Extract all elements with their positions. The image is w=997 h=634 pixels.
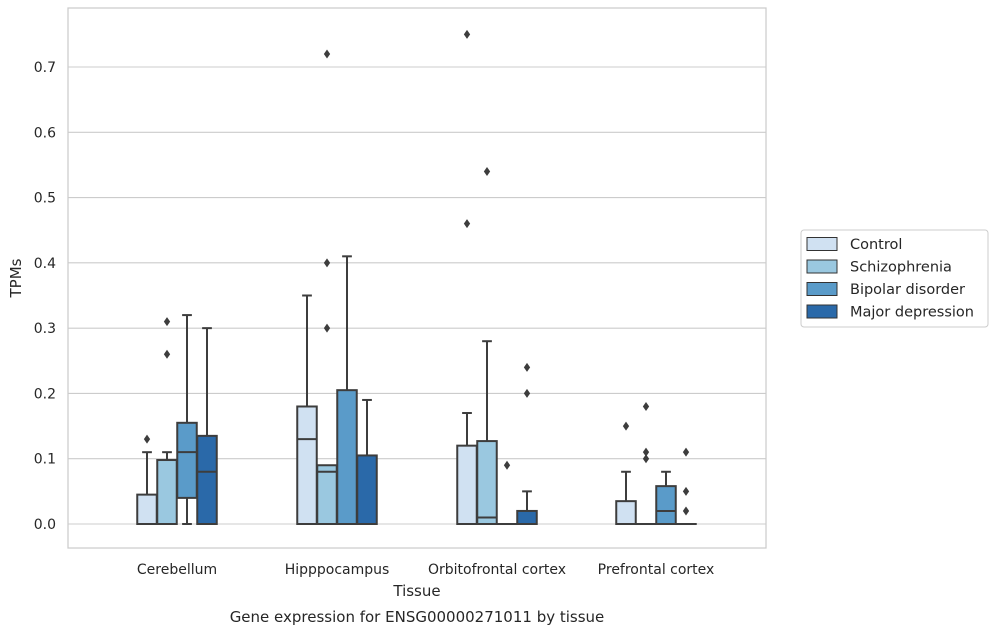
y-tick-label: 0.1 <box>34 452 56 468</box>
y-tick-label: 0.0 <box>34 517 56 533</box>
box <box>336 389 358 525</box>
box-0-3 <box>615 421 637 525</box>
outlier-marker <box>463 219 471 229</box>
legend-swatch <box>806 304 838 319</box>
outlier-marker <box>483 166 491 176</box>
outlier-marker <box>323 323 331 333</box>
y-tick-label: 0.3 <box>34 321 56 337</box>
y-tick-label: 0.5 <box>34 191 56 207</box>
box <box>296 405 318 525</box>
legend-label: Schizophrenia <box>850 260 952 276</box>
box <box>176 421 198 499</box>
box-3-2 <box>516 362 538 526</box>
outlier-marker <box>463 29 471 39</box>
outlier-marker <box>163 349 171 359</box>
outlier-marker <box>682 447 690 457</box>
x-tick-labels: Cerebellum Hipppocampus Orbitofrontal cort… <box>137 562 714 578</box>
legend-frame <box>800 229 989 328</box>
y-tick-labels: 0.0 0.1 0.2 0.3 0.4 0.5 0.6 0.7 <box>34 60 56 533</box>
y-tick-label: 0.2 <box>34 386 56 402</box>
outlier-marker <box>682 486 690 496</box>
box-0-0 <box>136 434 158 525</box>
y-tick-label: 0.7 <box>34 60 56 76</box>
outlier-marker <box>523 388 531 398</box>
box-2-3 <box>655 470 677 525</box>
box-3-1 <box>356 398 378 526</box>
outlier-marker <box>642 454 650 464</box>
legend-swatch <box>806 259 838 274</box>
outlier-marker <box>642 401 650 411</box>
legend-swatch <box>806 282 838 296</box>
chart-caption: Gene expression for ENSG00000271011 by t… <box>230 608 605 626</box>
x-axis-label: Tissue <box>392 582 440 600</box>
outlier-marker <box>642 447 650 457</box>
outlier-marker <box>682 506 690 516</box>
legend-swatch <box>806 237 838 251</box>
legend-label: Bipolar disorder <box>850 282 965 298</box>
box <box>316 464 338 525</box>
outlier-marker <box>503 460 511 470</box>
outlier-marker <box>163 317 171 327</box>
box <box>196 434 218 525</box>
y-tick-label: 0.4 <box>34 256 56 272</box>
box <box>615 500 637 525</box>
box <box>356 454 378 526</box>
legend-label: Control <box>850 237 902 253</box>
box-2-0 <box>176 314 198 525</box>
legend-label: Major depression <box>850 305 974 321</box>
box-3-3 <box>675 447 697 526</box>
box-0-1 <box>296 294 318 525</box>
x-tick-label: Cerebellum <box>137 562 217 578</box>
outlier-marker <box>622 421 630 431</box>
x-tick-label: Orbitofrontal cortex <box>428 562 566 578</box>
box-1-2 <box>476 166 498 525</box>
outlier-marker <box>143 434 151 444</box>
box <box>456 444 478 525</box>
legend: Control Schizophrenia Bipolar disorder Majo… <box>800 229 989 328</box>
box-plots <box>136 29 697 526</box>
box <box>136 493 158 525</box>
box <box>655 485 677 525</box>
x-tick-label: Prefrontal cortex <box>598 562 715 578</box>
box <box>516 509 538 526</box>
box <box>156 459 178 525</box>
outlier-marker <box>323 49 331 59</box>
plot-frame <box>67 7 767 549</box>
y-tick-label: 0.6 <box>34 125 56 141</box>
box <box>476 440 498 525</box>
outlier-marker <box>523 362 531 372</box>
box-3-0 <box>196 327 218 525</box>
y-axis-label: TPMs <box>7 258 25 298</box>
x-tick-label: Hipppocampus <box>285 562 390 578</box>
outlier-marker <box>323 258 331 268</box>
